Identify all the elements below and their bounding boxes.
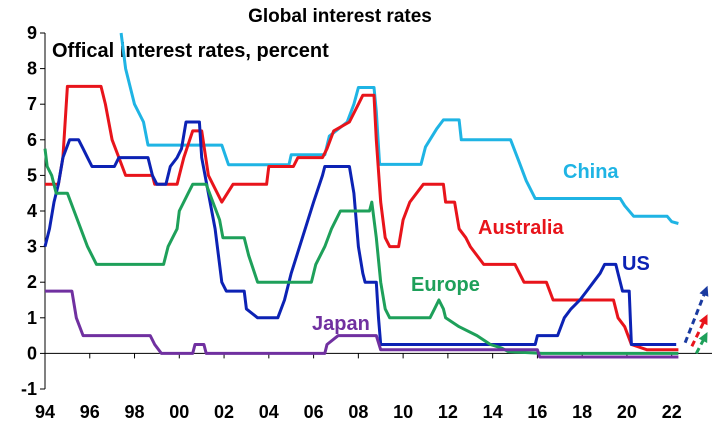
forecast-arrow-shaft-us xyxy=(683,293,706,344)
x-tick-label: 10 xyxy=(393,402,413,422)
y-tick-label: 3 xyxy=(27,237,37,257)
forecast-arrow-head-us xyxy=(699,285,709,297)
x-tick-label: 98 xyxy=(125,402,145,422)
series-line-japan xyxy=(45,289,679,359)
x-tick-label: 16 xyxy=(527,402,547,422)
x-tick-label: 04 xyxy=(259,402,279,422)
series-line-australia xyxy=(45,84,679,352)
forecast-arrows xyxy=(683,285,709,355)
x-tick-label: 12 xyxy=(438,402,458,422)
chart-subtitle: Offical interest rates, percent xyxy=(52,40,329,62)
series-label-us: US xyxy=(622,253,650,275)
y-tick-label: 0 xyxy=(27,343,37,363)
x-tick-label: 94 xyxy=(35,402,55,422)
x-tick-label: 96 xyxy=(80,402,100,422)
chart-title: Global interest rates xyxy=(248,6,432,27)
y-tick-label: 8 xyxy=(27,59,37,79)
y-tick-label: 1 xyxy=(27,308,37,328)
x-tick-label: 00 xyxy=(169,402,189,422)
x-tick-label: 14 xyxy=(483,402,503,422)
y-tick-label: 7 xyxy=(27,94,37,114)
forecast-arrow-head-europe xyxy=(698,332,708,344)
forecast-arrow-shaft-europe xyxy=(695,339,705,355)
forecast-arrow-head-australia xyxy=(698,314,708,326)
x-tick-label: 22 xyxy=(662,402,682,422)
series-label-europe: Europe xyxy=(411,274,480,296)
y-tick-label: -1 xyxy=(21,379,37,399)
series-line-europe xyxy=(43,148,679,355)
y-tick-label: 2 xyxy=(27,272,37,292)
series-label-china: China xyxy=(563,161,619,183)
y-tick-label: 5 xyxy=(27,165,37,185)
x-tick-label: 20 xyxy=(617,402,637,422)
x-tick-label: 02 xyxy=(214,402,234,422)
x-tick-label: 18 xyxy=(572,402,592,422)
series-label-australia: Australia xyxy=(478,217,564,239)
x-tick-label: 06 xyxy=(304,402,324,422)
series-line-china xyxy=(119,32,679,225)
series-line-us xyxy=(43,120,677,346)
y-tick-label: 9 xyxy=(27,23,37,43)
forecast-arrow-shaft-australia xyxy=(690,321,705,347)
series-lines xyxy=(43,32,679,359)
series-label-japan: Japan xyxy=(312,313,370,335)
y-tick-label: 4 xyxy=(27,201,37,221)
x-tick-label: 08 xyxy=(348,402,368,422)
y-tick-label: 6 xyxy=(27,130,37,150)
